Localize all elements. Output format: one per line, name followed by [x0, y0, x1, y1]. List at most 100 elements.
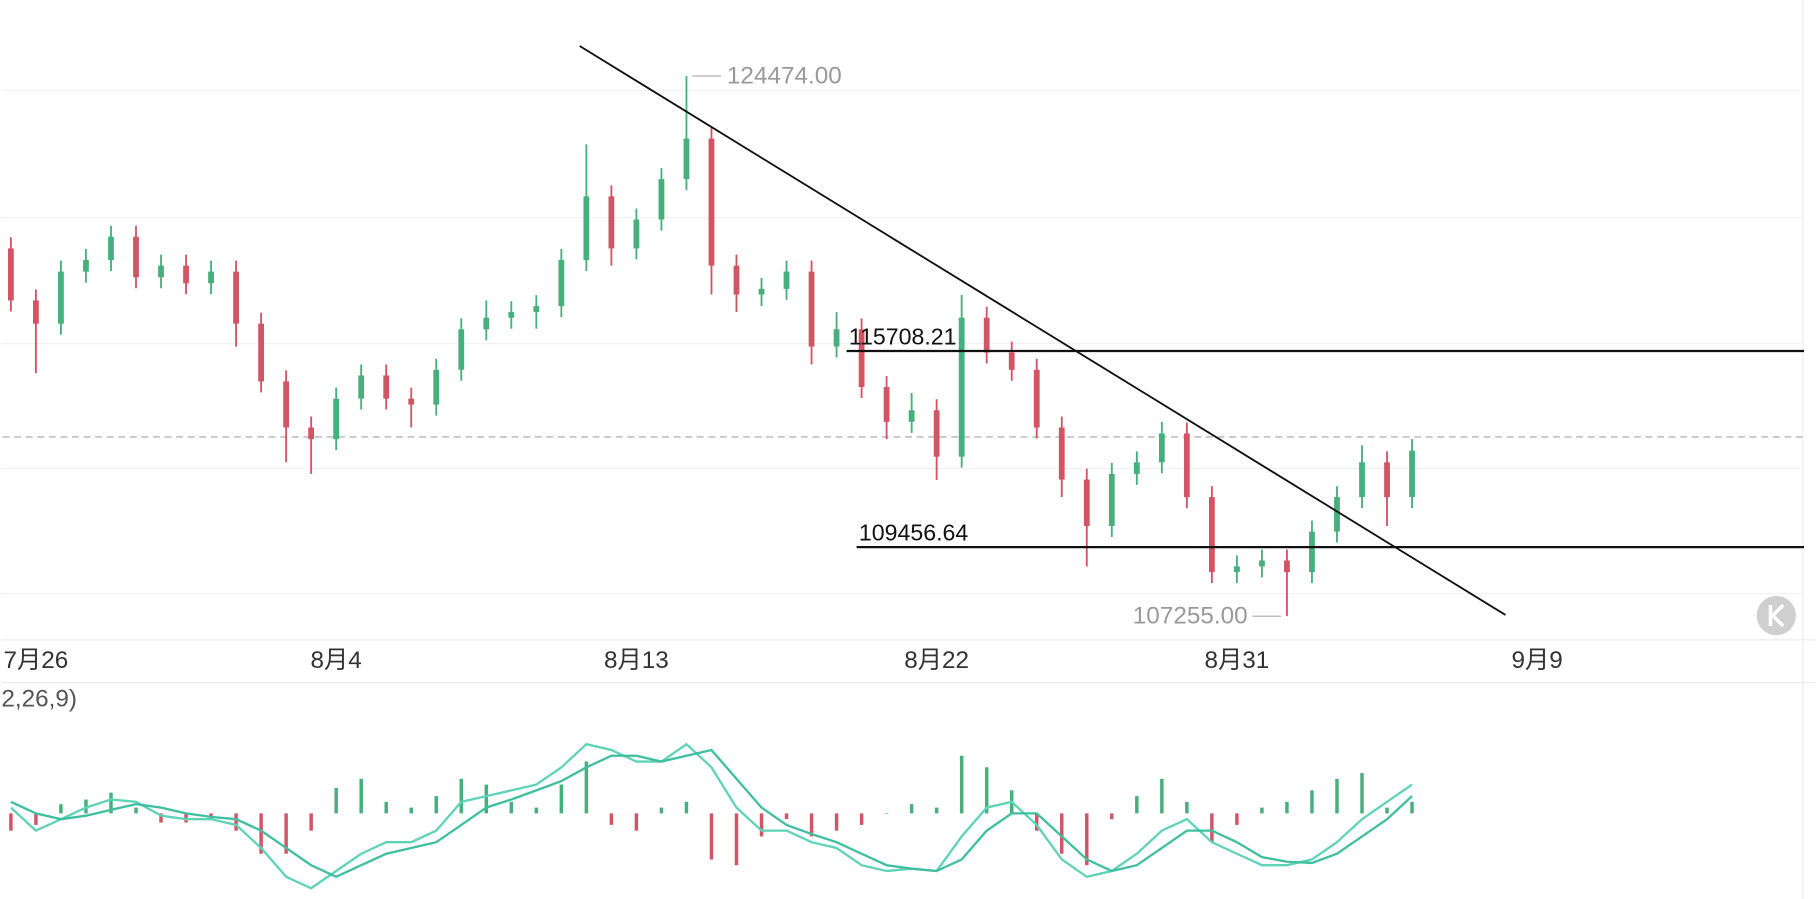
- macd-bar: [1110, 813, 1114, 820]
- x-tick-label: 8月13: [604, 647, 669, 674]
- candle-body: [408, 398, 415, 405]
- candle-body: [8, 248, 14, 301]
- candle-body: [1309, 531, 1315, 573]
- macd-bar: [309, 813, 313, 831]
- candle-body: [1234, 566, 1240, 573]
- macd-bar: [284, 813, 288, 854]
- candle-body: [1108, 473, 1115, 526]
- macd-bar: [1335, 778, 1339, 814]
- candle-body: [558, 260, 565, 307]
- macd-bar: [1285, 801, 1289, 814]
- candle-body: [758, 288, 765, 295]
- candle-body: [1284, 560, 1290, 573]
- macd-bar: [234, 813, 238, 831]
- macd-bar: [1360, 773, 1364, 814]
- candle-body: [483, 317, 490, 330]
- macd-bar: [559, 784, 564, 814]
- macd-bar: [384, 801, 388, 814]
- candle-body: [783, 271, 790, 289]
- candle-body: [1083, 479, 1090, 526]
- macd-bar: [959, 755, 964, 814]
- candle-body: [83, 260, 89, 272]
- indicator-label: 2,26,9): [1, 685, 77, 712]
- x-tick-label: 9月9: [1511, 647, 1562, 674]
- macd-bar: [409, 807, 413, 814]
- macd-bar: [684, 801, 689, 814]
- macd-bar: [809, 813, 814, 837]
- candle-body: [883, 387, 890, 422]
- macd-bar: [1185, 801, 1189, 814]
- candle-body: [858, 329, 865, 388]
- macd-dif-line: [10, 742, 1413, 890]
- macd-bar: [784, 813, 789, 820]
- candle-body: [908, 410, 915, 422]
- candle-body: [1183, 433, 1190, 498]
- candle-body: [708, 138, 715, 266]
- high-marker-label: 124474.00: [727, 63, 842, 90]
- candle-body: [683, 138, 690, 180]
- candle-body: [158, 265, 164, 278]
- macd-bar: [859, 813, 864, 825]
- macd-bar: [834, 813, 839, 831]
- macd-bar: [634, 813, 639, 831]
- candle-body: [733, 265, 740, 295]
- candle-body: [533, 306, 540, 313]
- level-label: 109456.64: [859, 519, 968, 545]
- candle-body: [258, 323, 264, 382]
- candle-body: [458, 329, 465, 370]
- candle-body: [133, 236, 139, 278]
- macd-bar: [1385, 807, 1389, 814]
- macd-bar: [509, 801, 514, 814]
- macd-bar: [1160, 778, 1164, 814]
- candle-body: [233, 271, 239, 324]
- macd-bar: [9, 813, 13, 831]
- candle-body: [108, 236, 114, 261]
- macd-bar: [109, 792, 113, 814]
- trendline: [579, 45, 1506, 616]
- macd-bar: [609, 813, 614, 825]
- level-label: 115708.21: [849, 323, 957, 349]
- x-tick-label: 8月31: [1205, 647, 1270, 674]
- candle-body: [333, 398, 340, 440]
- candle-body: [933, 410, 940, 457]
- macd-dea-line: [10, 748, 1413, 879]
- macd-bar: [1060, 813, 1064, 854]
- candle-body: [358, 375, 365, 399]
- macd-bar: [1260, 807, 1264, 814]
- macd-bar: [1085, 813, 1089, 866]
- candle-body: [958, 317, 965, 457]
- candle-body: [1133, 462, 1140, 474]
- candle-body: [808, 271, 815, 347]
- candle-body: [583, 196, 590, 261]
- mode-button-icon[interactable]: [1768, 603, 1785, 628]
- candle-body: [983, 317, 990, 353]
- macd-bar: [934, 807, 939, 814]
- mode-button-circle[interactable]: [1756, 595, 1796, 636]
- macd-bar: [734, 813, 739, 866]
- macd-bar: [34, 813, 38, 825]
- candle-body: [1359, 462, 1365, 498]
- candle-body: [1409, 450, 1415, 498]
- macd-bar: [984, 767, 989, 814]
- candle-body: [608, 196, 615, 249]
- mode-button[interactable]: [1756, 595, 1796, 636]
- candle-body: [183, 265, 189, 284]
- candle-body: [1259, 560, 1265, 567]
- candle-body: [1208, 497, 1215, 573]
- candle-body: [1058, 427, 1065, 480]
- candle-body: [1158, 433, 1165, 463]
- macd-bar: [1035, 813, 1039, 831]
- macd-bar: [709, 813, 714, 860]
- low-marker-label: 107255.00: [1133, 603, 1248, 630]
- macd-bar: [159, 813, 163, 823]
- macd-bar: [134, 807, 138, 814]
- grid: [1, 89, 1803, 595]
- candle-body: [58, 271, 64, 324]
- macd-bar: [359, 778, 363, 814]
- candle-body: [1334, 497, 1340, 532]
- candle-body: [508, 312, 515, 318]
- macd-bar: [459, 778, 464, 814]
